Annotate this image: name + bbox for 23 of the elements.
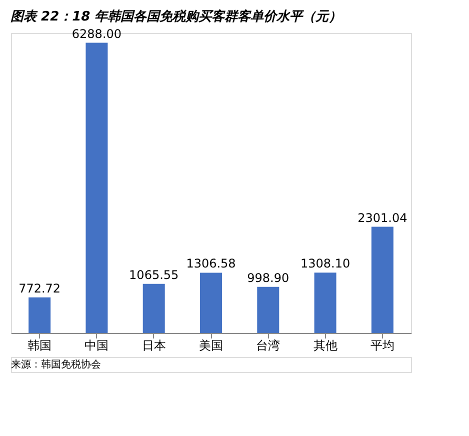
chart-title: 图表 22：18 年韩国各国免税购买客群客单价水平（元） xyxy=(10,8,342,24)
x-tick-label: 韩国 xyxy=(28,338,52,352)
bar xyxy=(86,42,108,333)
bar xyxy=(371,226,394,333)
bar xyxy=(200,272,222,333)
data-label: 1306.58 xyxy=(186,256,236,271)
data-label: 2301.04 xyxy=(358,210,408,225)
bar xyxy=(314,272,336,333)
data-label: 6288.00 xyxy=(72,26,122,41)
x-tick-label: 台湾 xyxy=(256,338,280,352)
x-tick-label: 平均 xyxy=(370,338,394,352)
x-tick-label: 中国 xyxy=(84,338,109,352)
bar xyxy=(28,297,51,333)
data-label: 1065.55 xyxy=(129,268,179,282)
x-tick-label: 其他 xyxy=(313,338,338,352)
data-label: 998.90 xyxy=(247,270,290,285)
x-tick-label: 日本 xyxy=(142,338,166,352)
data-label: 772.72 xyxy=(18,281,61,296)
source-note: 来源：韩国免税协会 xyxy=(11,358,101,370)
bar xyxy=(257,286,280,333)
data-label: 1308.10 xyxy=(300,256,350,271)
x-tick-label: 美国 xyxy=(199,338,223,352)
bar xyxy=(142,284,165,333)
